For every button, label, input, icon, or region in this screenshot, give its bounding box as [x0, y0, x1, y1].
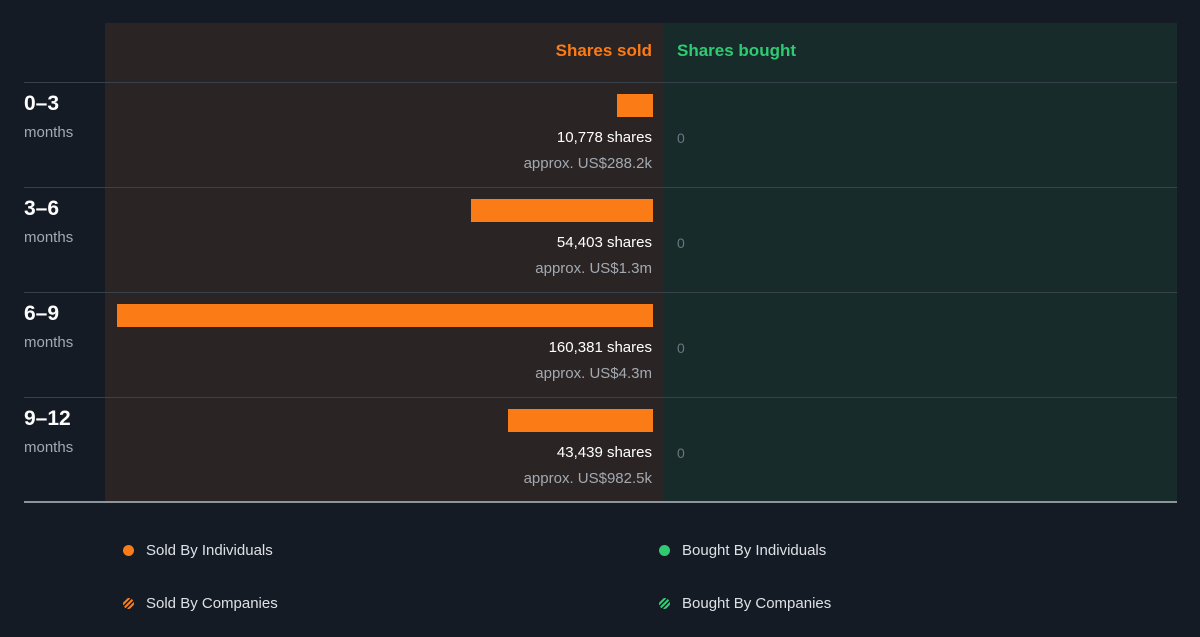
- bought-shares-label: 0: [677, 130, 685, 146]
- row-label: 6–9 months: [24, 302, 73, 352]
- row-range: 0–3: [24, 92, 60, 115]
- sold-value-label: approx. US$982.5k: [523, 470, 652, 487]
- row-range: 3–6: [24, 197, 60, 220]
- legend-bought-companies[interactable]: Bought By Companies: [659, 595, 831, 612]
- bought-shares-label: 0: [677, 340, 685, 356]
- row-label: 9–12 months: [24, 407, 73, 457]
- striped-dot-icon: [123, 598, 134, 609]
- sold-value-label: approx. US$4.3m: [535, 365, 652, 382]
- row-unit: months: [24, 229, 74, 246]
- legend-label: Bought By Companies: [682, 595, 832, 612]
- legend-label: Bought By Individuals: [682, 542, 827, 559]
- bought-column-background: [664, 23, 1177, 501]
- striped-dot-icon: [659, 598, 670, 609]
- row-label: 0–3 months: [24, 92, 73, 142]
- sold-bar: [617, 94, 653, 117]
- sold-value-label: approx. US$1.3m: [535, 260, 652, 277]
- legend-bought-individuals[interactable]: Bought By Individuals: [659, 542, 826, 559]
- sold-bar: [471, 199, 653, 222]
- sold-value-label: approx. US$288.2k: [523, 155, 652, 172]
- sold-header: Shares sold: [555, 41, 652, 60]
- sold-shares-label: 54,403 shares: [556, 234, 652, 251]
- legend-sold-individuals[interactable]: Sold By Individuals: [123, 542, 273, 559]
- row-label: 3–6 months: [24, 197, 73, 247]
- sold-bar: [117, 304, 653, 327]
- bought-shares-label: 0: [677, 445, 685, 461]
- row-range: 6–9: [24, 302, 60, 325]
- bought-shares-label: 0: [677, 235, 685, 251]
- row-divider: [24, 292, 1177, 293]
- legend-sold-companies[interactable]: Sold By Companies: [123, 595, 278, 612]
- sold-shares-label: 43,439 shares: [556, 444, 652, 461]
- row-unit: months: [24, 439, 74, 456]
- row-unit: months: [24, 124, 74, 141]
- solid-dot-icon: [123, 545, 134, 556]
- row-range: 9–12: [24, 407, 71, 430]
- chart-baseline: [24, 501, 1177, 503]
- row-unit: months: [24, 334, 74, 351]
- sold-shares-label: 160,381 shares: [548, 339, 652, 356]
- row-divider: [24, 82, 1177, 83]
- row-divider: [24, 397, 1177, 398]
- bought-header: Shares bought: [677, 41, 797, 60]
- solid-dot-icon: [659, 545, 670, 556]
- legend-label: Sold By Companies: [146, 595, 278, 612]
- row-divider: [24, 187, 1177, 188]
- sold-bar: [508, 409, 653, 432]
- sold-shares-label: 10,778 shares: [556, 129, 652, 146]
- legend-label: Sold By Individuals: [146, 542, 273, 559]
